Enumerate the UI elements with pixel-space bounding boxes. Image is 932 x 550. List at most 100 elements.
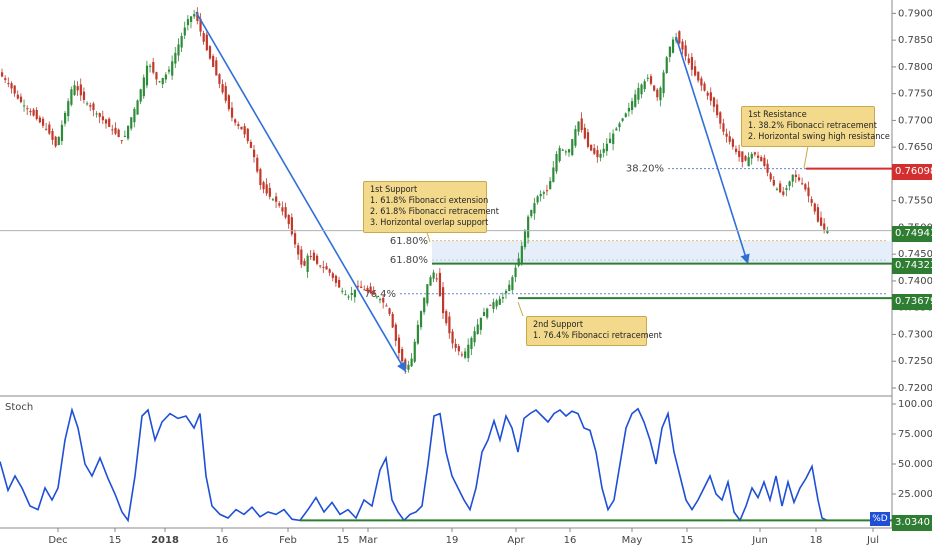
candle-body [505, 290, 508, 294]
candle-body [328, 269, 331, 273]
candle-body [429, 277, 432, 286]
candle-body [19, 96, 23, 103]
candle-body [426, 284, 429, 304]
candle-body [659, 87, 662, 101]
candle-body [775, 188, 779, 190]
candle-body [322, 267, 325, 269]
x-tick-label: Dec [48, 535, 67, 546]
candle-body [464, 351, 467, 358]
candle-body [54, 136, 57, 147]
fib-label: 38.20% [626, 164, 664, 175]
candle-body [306, 255, 309, 272]
candle-body [788, 181, 791, 186]
candle-body [268, 188, 271, 197]
fib-label: 61.80% [390, 236, 428, 247]
candle-body [580, 118, 583, 131]
candle-body [284, 207, 287, 218]
candle-body [48, 124, 51, 134]
candle-body [646, 77, 649, 79]
candle-body [668, 46, 671, 57]
candle-body [722, 123, 725, 132]
candle-body [70, 89, 73, 105]
candle-body [145, 65, 149, 86]
candle-body [438, 272, 442, 297]
candle-body [212, 56, 215, 68]
candle-body [734, 148, 738, 152]
candle-body [495, 300, 498, 307]
candle-body [287, 214, 290, 225]
candle-body [237, 124, 240, 127]
candle-body [133, 108, 136, 123]
candle-body [309, 255, 312, 258]
candle-body [331, 273, 334, 278]
support2-line1: 1. 76.4% Fibonacci retracement [533, 331, 662, 341]
candle-body [470, 337, 473, 349]
candle-body [637, 87, 640, 100]
candle-body [375, 296, 379, 298]
candle-body [568, 149, 571, 153]
candle-body [271, 199, 275, 201]
candle-body [640, 84, 643, 95]
x-tick-label: 15 [681, 535, 694, 546]
candle-body [199, 18, 202, 32]
candle-body [574, 129, 577, 146]
candle-body [10, 83, 13, 89]
candle-body [728, 136, 731, 142]
candle-body [341, 290, 344, 292]
candle-body [303, 260, 306, 266]
candle-body [114, 127, 117, 134]
fib-label: 76.4% [364, 289, 396, 300]
x-tick-label: 16 [216, 535, 229, 546]
candle-body [51, 130, 54, 140]
stoch-value-tag: 3.0340 [892, 515, 932, 531]
candle-body [413, 341, 416, 362]
candlesticks [1, 7, 829, 374]
candle-body [508, 284, 511, 292]
candle-body [457, 346, 460, 352]
candle-body [517, 258, 520, 266]
candle-body [164, 74, 167, 80]
candle-body [243, 126, 246, 135]
candle-body [753, 152, 757, 155]
candle-body [193, 14, 196, 17]
candle-body [180, 35, 183, 48]
candle-body [451, 331, 454, 344]
candle-body [826, 230, 829, 234]
candle-body [442, 287, 445, 314]
x-tick-label: 18 [810, 535, 823, 546]
candle-body [230, 107, 234, 118]
candle-body [797, 177, 801, 181]
candle-body [334, 275, 338, 283]
x-tick-label: Jun [751, 535, 768, 546]
stochastic-panel: 100.00000 75.00000 50.00000 25.00000 Stoch [0, 399, 932, 523]
candle-body [86, 103, 89, 105]
candle-body [293, 233, 297, 245]
annotation-support2: 2nd Support 1. 76.4% Fibonacci retraceme… [526, 316, 662, 346]
stoch-tick-label: 50.00000 [898, 459, 932, 470]
candle-body [120, 140, 123, 142]
support1-line2: 2. 61.8% Fibonacci retracement [370, 207, 499, 217]
candle-body [552, 167, 555, 182]
candle-body [476, 324, 479, 335]
candle-body [621, 118, 624, 121]
candle-body [98, 113, 101, 117]
candle-body [448, 316, 451, 334]
x-tick-label: 2018 [151, 535, 179, 546]
candle-body [356, 285, 360, 287]
stoch-line [0, 407, 828, 523]
candle-body [350, 293, 353, 295]
stoch-tick-label: 75.00000 [898, 429, 932, 440]
resistance1-line2: 2. Horizontal swing high resistance [748, 132, 890, 142]
candle-body [473, 331, 476, 343]
candle-body [577, 121, 580, 132]
candle-body [511, 277, 514, 290]
candle-body [738, 150, 741, 157]
candle-body [561, 149, 564, 151]
candle-body [369, 286, 372, 294]
candle-body [366, 287, 369, 292]
candle-body [523, 231, 527, 248]
candle-body [772, 180, 775, 186]
